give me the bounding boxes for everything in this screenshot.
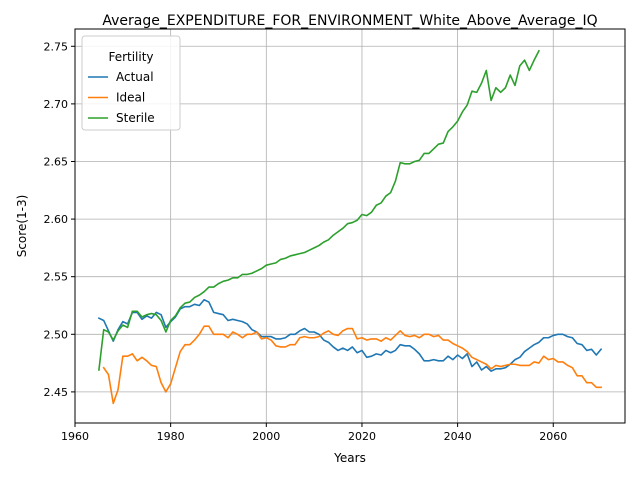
y-tick-label: 2.50 xyxy=(44,328,69,341)
x-tick-label: 2040 xyxy=(444,430,472,443)
series-lines xyxy=(97,49,603,405)
x-tick-label: 2020 xyxy=(348,430,376,443)
grid xyxy=(74,29,625,423)
x-tick-label: 1960 xyxy=(61,430,89,443)
legend-box xyxy=(81,35,181,131)
legend-label-ideal: Ideal xyxy=(116,91,145,105)
y-tick-label: 2.70 xyxy=(44,98,69,111)
legend-label-sterile: Sterile xyxy=(116,111,155,125)
y-tick-label: 2.65 xyxy=(44,155,69,168)
y-tick-label: 2.60 xyxy=(44,213,69,226)
x-axis-label: Years xyxy=(333,451,366,465)
series-line-ideal xyxy=(102,325,602,405)
legend-label-actual: Actual xyxy=(116,70,154,84)
x-tick-label: 1980 xyxy=(157,430,185,443)
x-tick-label: 2000 xyxy=(252,430,280,443)
chart-title: Average_EXPENDITURE_FOR_ENVIRONMENT_Whit… xyxy=(102,13,597,29)
series-line-sterile xyxy=(98,49,540,371)
y-axis-label: Score(1-3) xyxy=(15,195,29,258)
legend-title: Fertility xyxy=(108,50,153,64)
y-tick-label: 2.55 xyxy=(44,271,69,284)
legend: Fertility Actual Ideal Sterile xyxy=(81,35,181,131)
y-tick-label: 2.75 xyxy=(44,40,69,53)
series-line-actual xyxy=(97,298,603,372)
plot-frame xyxy=(74,28,626,424)
x-tick-label: 2060 xyxy=(539,430,567,443)
y-tick-label: 2.45 xyxy=(44,386,69,399)
legend-entries: Actual Ideal Sterile xyxy=(88,70,155,125)
axis-ticks: 1960 1980 2000 2020 2040 2060 2.45 2.50 2.55 2.60… xyxy=(44,40,568,443)
